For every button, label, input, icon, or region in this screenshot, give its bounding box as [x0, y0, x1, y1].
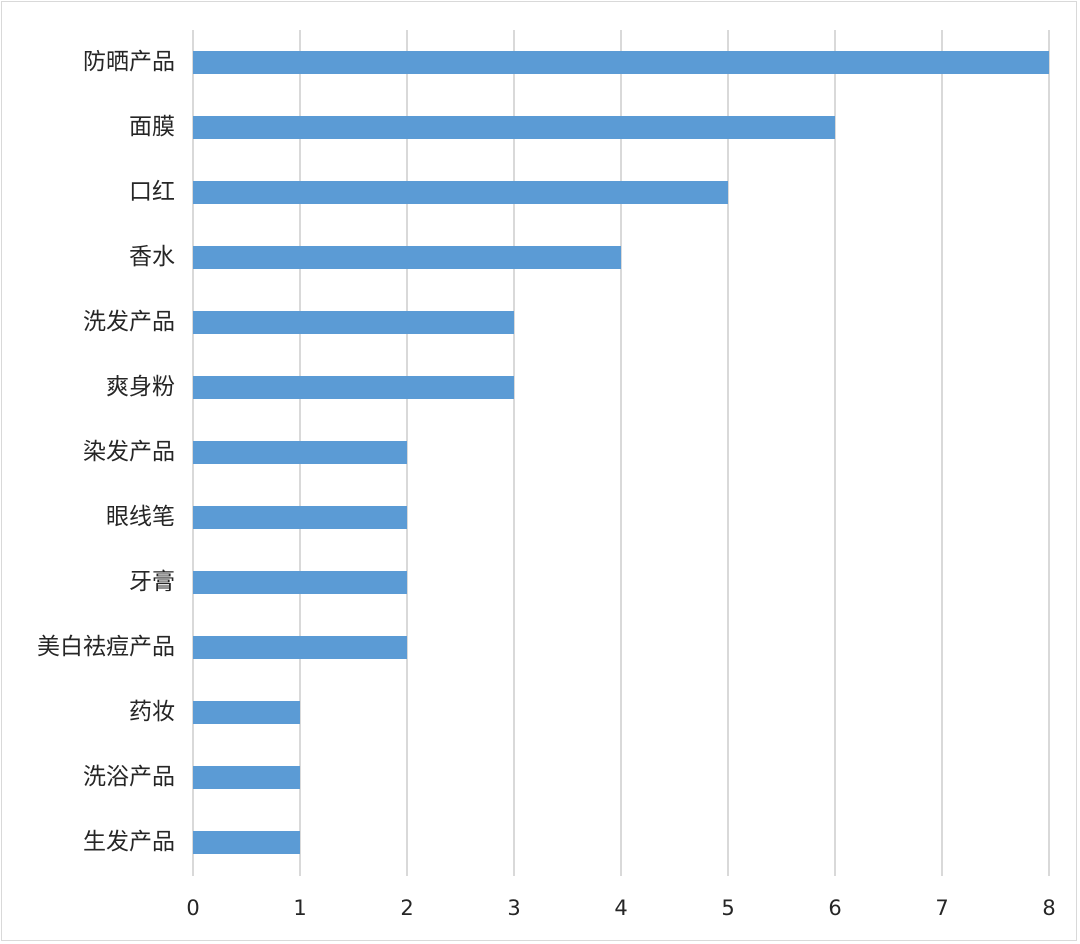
category-label: 染发产品 — [83, 439, 175, 465]
gridline — [513, 30, 515, 876]
bar — [193, 766, 300, 789]
bar — [193, 441, 407, 464]
bar — [193, 636, 407, 659]
bar — [193, 181, 728, 204]
bar — [193, 506, 407, 529]
bar — [193, 246, 621, 269]
category-label: 眼线笔 — [106, 504, 175, 530]
x-tick-label: 6 — [828, 896, 842, 920]
x-tick-label: 3 — [507, 896, 521, 920]
category-label: 药妆 — [129, 699, 175, 725]
gridline — [620, 30, 622, 876]
category-label: 口红 — [129, 179, 175, 205]
category-label: 生发产品 — [83, 829, 175, 855]
gridline — [941, 30, 943, 876]
bar — [193, 571, 407, 594]
x-tick-label: 4 — [614, 896, 628, 920]
x-tick-label: 0 — [186, 896, 200, 920]
x-tick-label: 2 — [400, 896, 414, 920]
x-tick-label: 1 — [293, 896, 307, 920]
category-label: 面膜 — [129, 114, 175, 140]
category-label: 洗浴产品 — [83, 764, 175, 790]
gridline — [406, 30, 408, 876]
bar — [193, 376, 514, 399]
bar — [193, 831, 300, 854]
x-tick-label: 5 — [721, 896, 735, 920]
bar — [193, 51, 1049, 74]
category-label: 香水 — [129, 244, 175, 270]
category-label: 洗发产品 — [83, 309, 175, 335]
bar — [193, 116, 835, 139]
x-tick-label: 8 — [1042, 896, 1056, 920]
bar — [193, 311, 514, 334]
gridline — [834, 30, 836, 876]
gridline — [1048, 30, 1050, 876]
gridline — [727, 30, 729, 876]
category-label: 牙膏 — [129, 569, 175, 595]
x-tick-label: 7 — [935, 896, 949, 920]
category-label: 防晒产品 — [83, 49, 175, 75]
bar — [193, 701, 300, 724]
category-label: 爽身粉 — [106, 374, 175, 400]
category-label: 美白祛痘产品 — [37, 634, 175, 660]
